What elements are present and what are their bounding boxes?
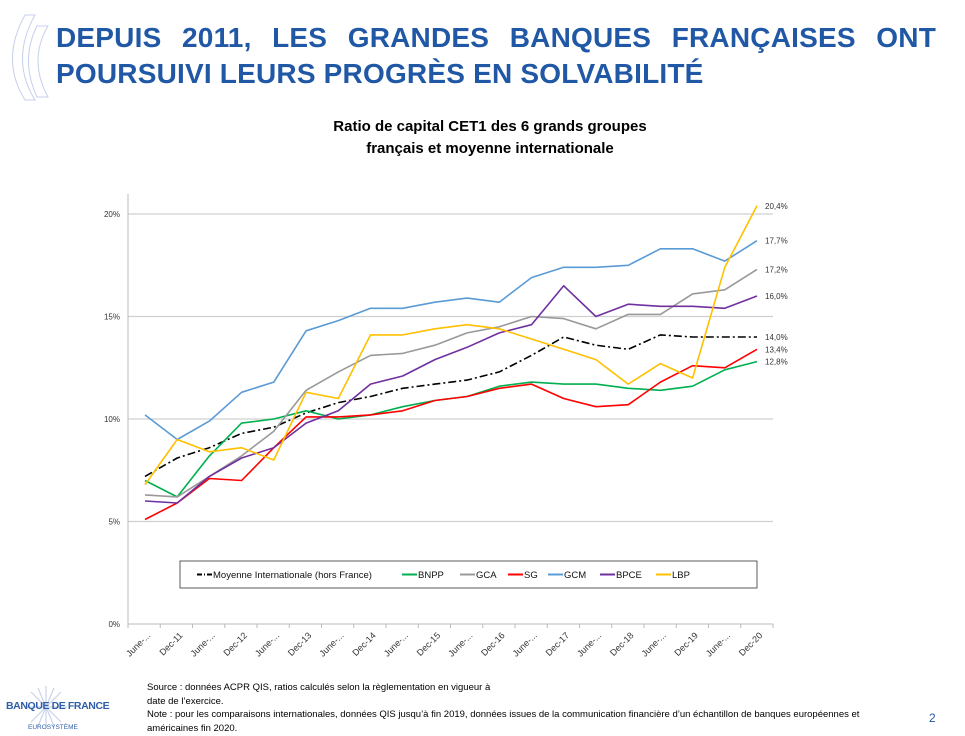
end-value-label: 12,8% (765, 358, 788, 367)
source-line2: date de l’exercice. (147, 695, 224, 707)
x-tick-label: June-... (124, 630, 152, 658)
chart-title: Ratio de capital CET1 des 6 grands group… (290, 116, 690, 160)
y-tick-label: 5% (108, 518, 120, 527)
banque-de-france-logo: BANQUE DE FRANCE EUROSYSTÈME (6, 686, 110, 734)
x-tick-label: Dec-12 (221, 630, 249, 658)
y-tick-label: 20% (104, 210, 120, 219)
series-line-gcm (144, 240, 758, 441)
x-tick-label: June-... (317, 630, 345, 658)
end-value-label: 20,4% (765, 202, 788, 211)
series-line-lbp (144, 205, 758, 486)
x-tick-label: June-... (511, 630, 539, 658)
note-line1: Note : pour les comparaisons internation… (147, 709, 860, 720)
chart-title-line1: Ratio de capital CET1 des 6 grands group… (333, 118, 647, 135)
y-tick-label: 10% (104, 415, 120, 424)
legend-label: SG (524, 570, 538, 581)
x-tick-label: Dec-14 (350, 630, 378, 658)
x-tick-label: June-... (575, 630, 603, 658)
chart-title-line2: français et moyenne internationale (366, 140, 614, 157)
legend-label: BNPP (418, 570, 444, 581)
x-tick-label: June-... (446, 630, 474, 658)
end-value-label: 17,7% (765, 237, 788, 246)
page-number: 2 (929, 711, 936, 725)
source-note: Source : données ACPR QIS, ratios calcul… (147, 681, 927, 735)
series-line-moyenne (144, 334, 757, 478)
y-tick-label: 15% (104, 313, 120, 322)
legend-label: GCA (476, 570, 497, 581)
series-line-bpce (144, 285, 758, 504)
end-value-label: 14,0% (765, 333, 788, 342)
logo-star-icon (25, 686, 67, 728)
logo-text: BANQUE DE FRANCE (6, 700, 110, 712)
x-tick-label: Dec-13 (286, 630, 314, 658)
legend-label: Moyenne Internationale (hors France) (213, 570, 372, 581)
end-value-label: 16,0% (765, 292, 788, 301)
logo-subtext: EUROSYSTÈME (28, 724, 78, 731)
series-line-sg (144, 348, 758, 521)
x-tick-label: June-... (382, 630, 410, 658)
legend-label: LBP (672, 570, 690, 581)
x-tick-label: June-... (253, 630, 281, 658)
y-tick-label: 0% (108, 620, 120, 629)
x-tick-label: Dec-11 (158, 630, 185, 657)
legend-label: GCM (564, 570, 586, 581)
x-tick-label: Dec-20 (737, 630, 765, 658)
x-tick-label: Dec-18 (608, 630, 636, 658)
x-tick-label: Dec-19 (672, 630, 700, 658)
x-tick-label: June-... (639, 630, 667, 658)
note-line2: américaines fin 2020. (147, 722, 238, 734)
source-line1: Source : données ACPR QIS, ratios calcul… (147, 682, 491, 693)
end-value-label: 17,2% (765, 265, 788, 274)
legend-label: BPCE (616, 570, 642, 581)
x-tick-label: June-... (704, 630, 732, 658)
x-tick-label: Dec-16 (479, 630, 507, 658)
x-tick-label: Dec-17 (544, 630, 572, 658)
end-value-label: 13,4% (765, 345, 788, 354)
page-title: DEPUIS 2011, LES GRANDES BANQUES FRANÇAI… (56, 22, 936, 89)
header-arc-decoration (12, 14, 49, 101)
cet1-line-chart: 0%5%10%15%20%June-... Dec-11 June-... Dec-1… (104, 194, 788, 659)
series-line-gca (144, 268, 758, 498)
x-tick-label: Dec-15 (415, 630, 443, 658)
x-tick-label: June-... (189, 630, 217, 658)
